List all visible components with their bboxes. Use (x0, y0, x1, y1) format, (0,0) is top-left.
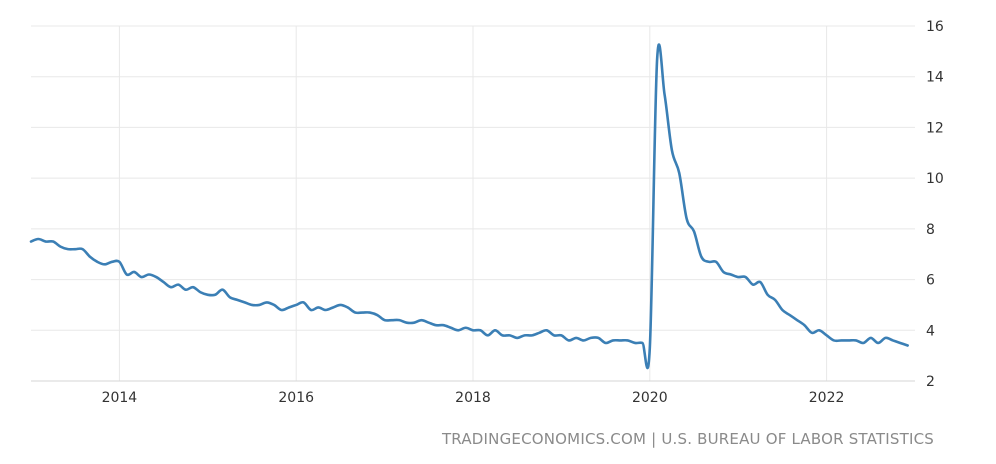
x-tick-label: 2022 (809, 390, 845, 406)
y-tick-label: 16 (926, 19, 944, 35)
y-tick-label: 4 (926, 323, 935, 339)
y-tick-label: 14 (926, 70, 944, 86)
y-tick-label: 10 (926, 171, 944, 187)
y-tick-labels: 2 4 6 8 10 12 14 16 (926, 19, 944, 390)
x-tick-label: 2014 (102, 390, 138, 406)
y-tick-label: 2 (926, 374, 935, 390)
source-label: TRADINGECONOMICS.COM | U.S. BUREAU OF LA… (441, 430, 934, 448)
x-tick-label: 2018 (455, 390, 491, 406)
series-line-unemployment (29, 43, 909, 370)
x-tick-labels: 2014 2016 2018 2020 2022 (102, 390, 845, 406)
y-tick-label: 6 (926, 273, 935, 289)
x-gridlines (118, 26, 828, 381)
y-tick-label: 12 (926, 120, 944, 136)
x-tick-label: 2016 (278, 390, 314, 406)
x-tick-label: 2020 (632, 390, 668, 406)
y-tick-label: 8 (926, 222, 935, 238)
